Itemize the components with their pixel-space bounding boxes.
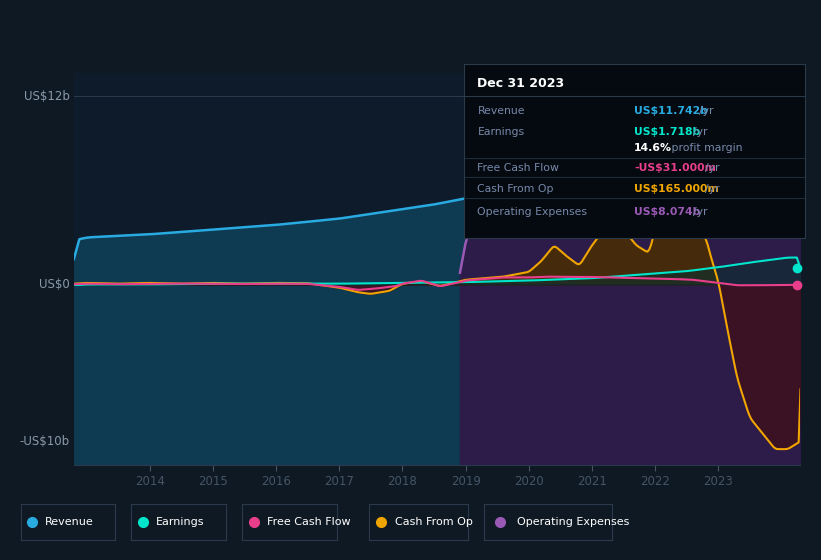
- Text: Earnings: Earnings: [478, 127, 525, 137]
- Text: US$8.074b: US$8.074b: [635, 207, 700, 217]
- Text: Revenue: Revenue: [45, 517, 94, 527]
- Text: Free Cash Flow: Free Cash Flow: [267, 517, 351, 527]
- Text: /yr: /yr: [705, 164, 719, 174]
- Text: /yr: /yr: [693, 207, 708, 217]
- Text: /yr: /yr: [699, 106, 713, 116]
- Text: US$165.000m: US$165.000m: [635, 184, 719, 194]
- Text: US$12b: US$12b: [24, 90, 70, 103]
- Text: profit margin: profit margin: [668, 142, 743, 152]
- Text: US$0: US$0: [39, 278, 70, 291]
- Text: Earnings: Earnings: [156, 517, 204, 527]
- Text: Revenue: Revenue: [478, 106, 525, 116]
- Text: Operating Expenses: Operating Expenses: [517, 517, 630, 527]
- Text: /yr: /yr: [693, 127, 708, 137]
- Text: Cash From Op: Cash From Op: [395, 517, 473, 527]
- Text: Operating Expenses: Operating Expenses: [478, 207, 588, 217]
- Text: Dec 31 2023: Dec 31 2023: [478, 77, 565, 90]
- Text: /yr: /yr: [705, 184, 719, 194]
- Text: -US$10b: -US$10b: [20, 435, 70, 448]
- Text: -US$31.000m: -US$31.000m: [635, 164, 716, 174]
- Text: Free Cash Flow: Free Cash Flow: [478, 164, 559, 174]
- Text: Cash From Op: Cash From Op: [478, 184, 554, 194]
- Text: US$1.718b: US$1.718b: [635, 127, 700, 137]
- Text: 14.6%: 14.6%: [635, 142, 672, 152]
- Text: US$11.742b: US$11.742b: [635, 106, 709, 116]
